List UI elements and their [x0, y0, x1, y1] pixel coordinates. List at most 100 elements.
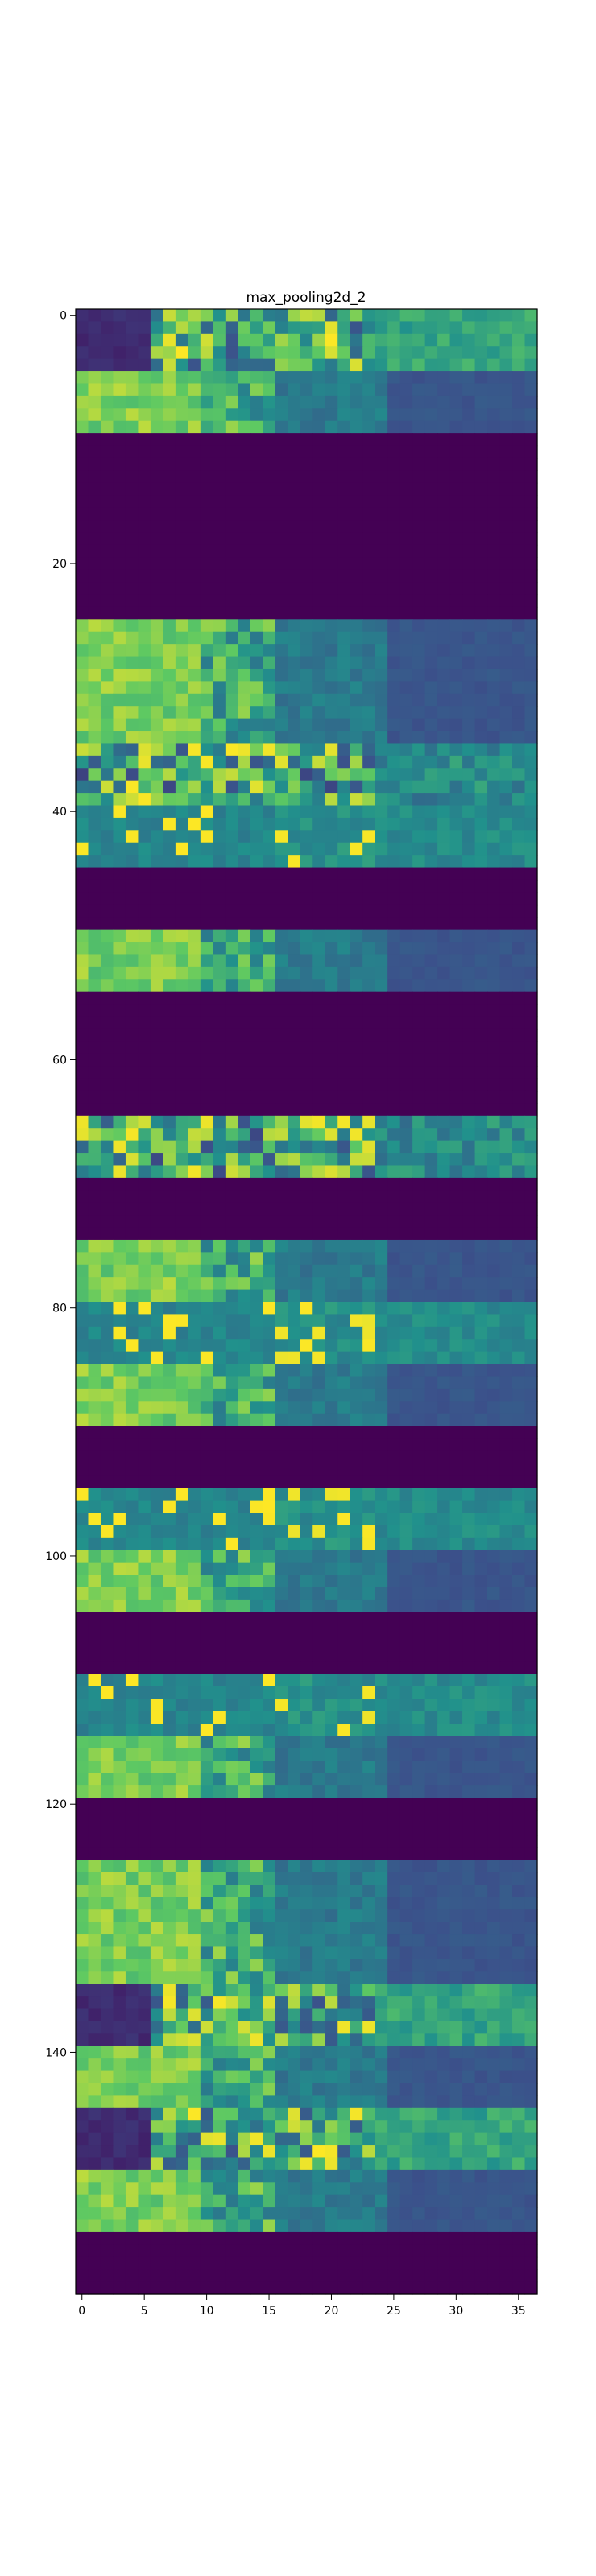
- heatmap-cell: [387, 1562, 401, 1575]
- heatmap-cell: [312, 1500, 326, 1513]
- heatmap-cell: [238, 1748, 251, 1761]
- heatmap-cell: [487, 544, 501, 558]
- heatmap-cell: [138, 1872, 151, 1885]
- heatmap-cell: [175, 631, 188, 645]
- heatmap-cell: [150, 495, 164, 509]
- heatmap-cell: [288, 1971, 301, 1985]
- heatmap-cell: [275, 755, 288, 769]
- heatmap-cell: [412, 1450, 426, 1463]
- heatmap-cell: [175, 1513, 188, 1526]
- heatmap-cell: [88, 482, 101, 496]
- heatmap-cell: [362, 1090, 376, 1104]
- heatmap-cell: [213, 544, 226, 558]
- heatmap-cell: [175, 991, 188, 1005]
- heatmap-cell: [424, 520, 438, 534]
- heatmap-cell: [399, 1227, 413, 1241]
- heatmap-cell: [288, 1488, 301, 1501]
- heatmap-cell: [163, 1810, 176, 1823]
- heatmap-cell: [138, 1860, 151, 1873]
- heatmap-cell: [88, 569, 101, 583]
- heatmap-cell: [88, 408, 101, 422]
- heatmap-cell: [213, 631, 226, 645]
- heatmap-cell: [288, 1773, 301, 1786]
- heatmap-cell: [250, 1277, 263, 1290]
- heatmap-cell: [250, 718, 263, 732]
- heatmap-cell: [312, 892, 326, 906]
- heatmap-cell: [474, 1103, 488, 1117]
- heatmap-cell: [312, 544, 326, 558]
- heatmap-cell: [375, 1550, 388, 1563]
- heatmap-cell: [412, 1128, 426, 1141]
- heatmap-cell: [474, 1711, 488, 1724]
- heatmap-cell: [375, 1165, 388, 1179]
- heatmap-cell: [175, 1277, 188, 1290]
- heatmap-cell: [524, 1810, 538, 1823]
- heatmap-cell: [163, 1971, 176, 1985]
- heatmap-cell: [225, 966, 238, 980]
- heatmap-cell: [437, 929, 451, 943]
- heatmap-cell: [412, 879, 426, 893]
- heatmap-cell: [188, 1909, 201, 1923]
- heatmap-cell: [499, 1289, 513, 1302]
- heatmap-cell: [275, 929, 288, 943]
- heatmap-cell: [175, 1847, 188, 1861]
- heatmap-cell: [312, 842, 326, 856]
- heatmap-cell: [113, 706, 126, 720]
- heatmap-cell: [499, 842, 513, 856]
- heatmap-cell: [113, 395, 126, 409]
- heatmap-cell: [76, 420, 89, 434]
- heatmap-cell: [337, 817, 351, 831]
- heatmap-cell: [138, 1090, 151, 1104]
- heatmap-cell: [88, 1971, 101, 1985]
- heatmap-cell: [412, 1488, 426, 1501]
- heatmap-cell: [350, 457, 363, 471]
- heatmap-cell: [412, 309, 426, 323]
- heatmap-cell: [474, 755, 488, 769]
- heatmap-cell: [337, 532, 351, 546]
- heatmap-cell: [412, 544, 426, 558]
- heatmap-cell: [474, 1810, 488, 1823]
- heatmap-cell: [113, 1252, 126, 1265]
- heatmap-cell: [325, 433, 338, 447]
- heatmap-cell: [188, 482, 201, 496]
- heatmap-cell: [499, 1450, 513, 1463]
- heatmap-cell: [512, 1823, 526, 1836]
- heatmap-cell: [213, 1004, 226, 1018]
- heatmap-cell: [225, 495, 238, 509]
- heatmap-cell: [113, 1885, 126, 1898]
- heatmap-cell: [213, 1488, 226, 1501]
- heatmap-cell: [225, 1103, 238, 1117]
- heatmap-cell: [399, 383, 413, 397]
- heatmap-cell: [337, 1016, 351, 1030]
- heatmap-cell: [175, 1699, 188, 1712]
- heatmap-cell: [350, 1773, 363, 1786]
- heatmap-cell: [300, 1500, 313, 1513]
- heatmap-cell: [200, 1450, 213, 1463]
- heatmap-cell: [399, 433, 413, 447]
- heatmap-cell: [113, 408, 126, 422]
- heatmap-cell: [462, 1314, 476, 1327]
- heatmap-cell: [225, 1599, 238, 1612]
- heatmap-cell: [325, 544, 338, 558]
- heatmap-cell: [449, 470, 463, 484]
- heatmap-cell: [462, 1575, 476, 1588]
- heatmap-cell: [200, 1264, 213, 1278]
- heatmap-cell: [200, 309, 213, 323]
- heatmap-cell: [88, 855, 101, 869]
- heatmap-cell: [449, 1537, 463, 1550]
- heatmap-cell: [200, 482, 213, 496]
- heatmap-cell: [163, 358, 176, 372]
- heatmap-cell: [275, 1810, 288, 1823]
- heatmap-cell: [387, 1587, 401, 1600]
- heatmap-cell: [113, 594, 126, 608]
- heatmap-cell: [487, 1674, 501, 1687]
- heatmap-cell: [175, 1971, 188, 1985]
- heatmap-cell: [524, 1314, 538, 1327]
- heatmap-cell: [362, 1376, 376, 1389]
- heatmap-cell: [462, 768, 476, 782]
- heatmap-cell: [125, 1562, 139, 1575]
- heatmap-cell: [163, 1041, 176, 1055]
- heatmap-cell: [288, 457, 301, 471]
- heatmap-cell: [312, 1798, 326, 1811]
- heatmap-cell: [437, 606, 451, 620]
